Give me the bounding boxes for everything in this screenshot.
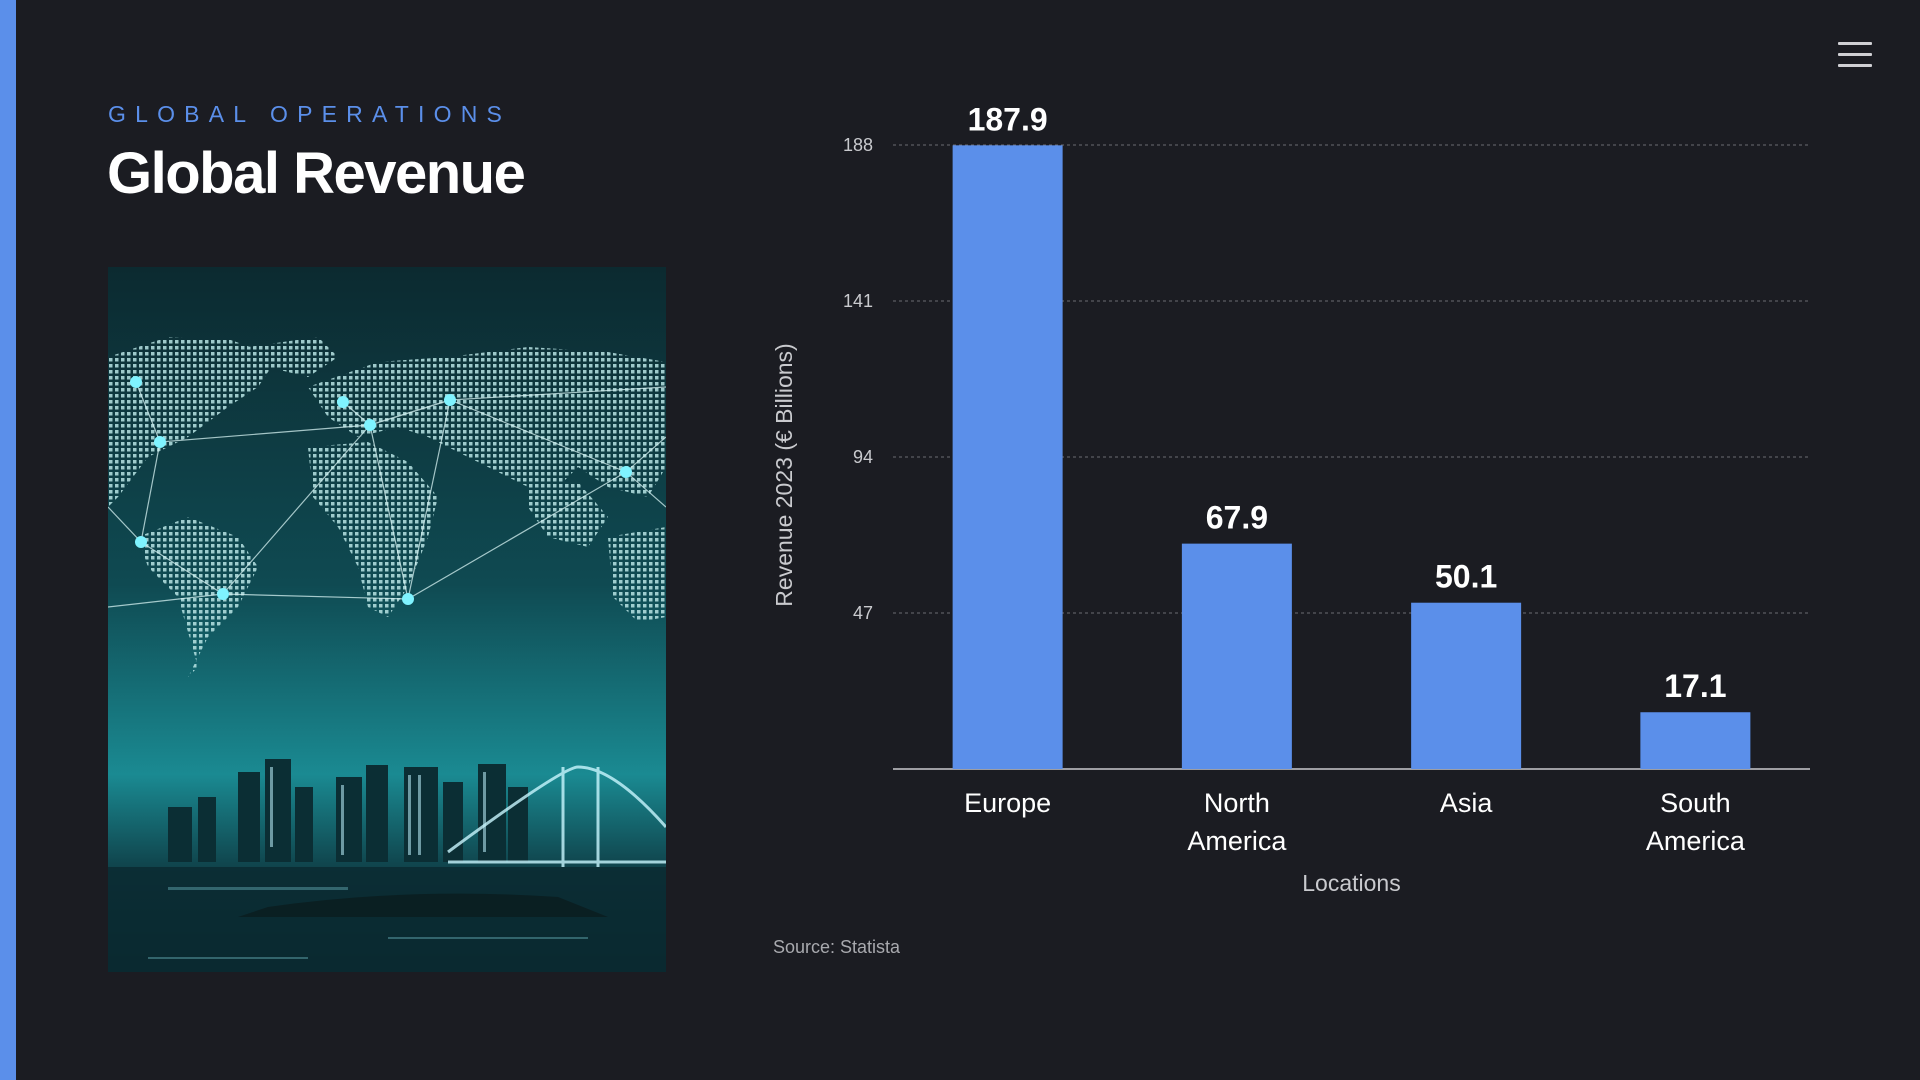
menu-line [1838, 53, 1872, 56]
menu-line [1838, 64, 1872, 67]
menu-line [1838, 42, 1872, 45]
x-tick-label: Asia [1440, 788, 1494, 818]
data-label: 17.1 [1664, 668, 1726, 704]
x-axis-title: Locations [1302, 870, 1400, 896]
y-tick-label: 94 [853, 447, 873, 467]
hamburger-menu-icon[interactable] [1838, 40, 1872, 68]
x-tick-label: America [1187, 826, 1287, 856]
y-tick-label: 141 [843, 291, 873, 311]
page-title: Global Revenue [107, 141, 526, 206]
x-tick-label: North [1204, 788, 1270, 818]
x-tick-label: Europe [964, 788, 1051, 818]
bar [952, 145, 1063, 769]
x-tick-label: South [1660, 788, 1731, 818]
bar [1640, 712, 1751, 769]
source-note: Source: Statista [773, 937, 901, 957]
y-tick-label: 188 [843, 135, 873, 155]
section-eyebrow: GLOBAL OPERATIONS [108, 101, 512, 127]
bar [1181, 543, 1292, 769]
data-label: 50.1 [1435, 559, 1497, 595]
y-axis-title: Revenue 2023 (€ Billions) [771, 343, 797, 606]
y-tick-label: 47 [853, 603, 873, 623]
accent-bar [0, 0, 16, 1080]
data-label: 187.9 [968, 101, 1048, 137]
data-label: 67.9 [1206, 500, 1268, 536]
bar [1411, 602, 1522, 769]
x-tick-label: America [1646, 826, 1746, 856]
world-map-city-image [108, 267, 666, 972]
revenue-bar-chart: 47 94 141 188 187.9 Europe 67.9 North America 50.… [760, 80, 1860, 980]
